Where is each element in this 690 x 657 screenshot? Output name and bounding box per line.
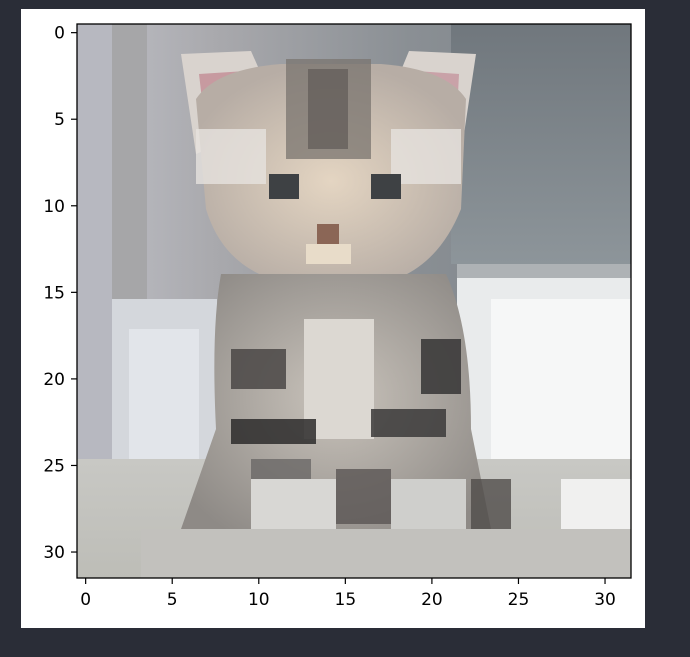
y-tick-label: 25 xyxy=(43,456,65,476)
y-axis: 0 5 10 15 20 25 30 xyxy=(43,24,77,563)
right-eye xyxy=(371,174,401,199)
y-tick-label: 20 xyxy=(43,370,65,390)
nose xyxy=(317,224,339,244)
y-tick-label: 15 xyxy=(43,283,65,303)
right-wall xyxy=(451,24,631,264)
x-tick-label: 10 xyxy=(248,590,270,610)
right-paw xyxy=(391,479,466,534)
x-tick-label: 30 xyxy=(594,590,616,610)
x-tick-label: 20 xyxy=(421,590,443,610)
x-tick-label: 5 xyxy=(167,590,178,610)
white-cushion-highlight xyxy=(491,299,631,459)
y-tick-label: 30 xyxy=(43,543,65,563)
y-tick-label: 0 xyxy=(54,24,65,44)
y-tick-label: 5 xyxy=(54,110,65,130)
x-axis: 0 5 10 15 20 25 30 xyxy=(80,578,616,610)
head xyxy=(196,64,466,277)
x-tick-label: 15 xyxy=(335,590,357,610)
plot-svg: 0 5 10 15 20 25 30 0 5 10 15 20 25 30 xyxy=(43,23,632,610)
x-tick-label: 25 xyxy=(508,590,530,610)
x-tick-label: 0 xyxy=(80,590,91,610)
y-tick-label: 10 xyxy=(43,197,65,217)
axes-frame xyxy=(76,23,632,579)
figure: 0 5 10 15 20 25 30 0 5 10 15 20 25 30 xyxy=(21,9,645,628)
left-eye xyxy=(269,174,299,199)
cat-image xyxy=(77,24,631,578)
